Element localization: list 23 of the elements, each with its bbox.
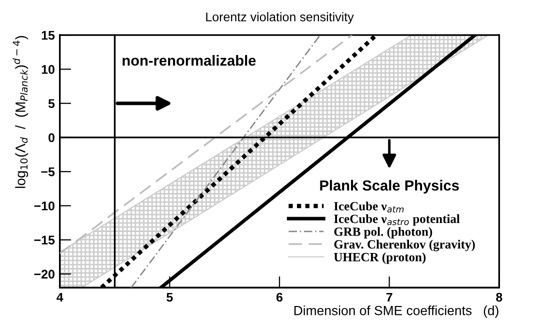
legend-label: Grav. Cherenkov (gravity)	[334, 240, 475, 252]
y-tick-label: 5	[48, 99, 55, 108]
annotation: non-renormalizable	[122, 55, 256, 66]
y-tick-label: 15	[42, 31, 55, 40]
y-tick-label: −20	[34, 270, 54, 279]
legend-label: UHECR (proton)	[334, 252, 426, 264]
x-tick-label: 4	[56, 292, 64, 302]
y-tick-label: −10	[34, 202, 54, 210]
chart-title: Lorentz violation sensitivity	[206, 12, 354, 24]
y-tick-label: 0	[48, 133, 54, 142]
x-axis-title: Dimension of SME coefficients (d)	[294, 306, 498, 318]
legend-label: GRB pol. (photon)	[334, 227, 432, 238]
text: log$_{10}$(Λ$_{d}$ / (M$_{Planck}$)$^{d−4}$)	[12, 36, 28, 188]
y-tick-label: −15	[34, 236, 55, 244]
legend-label: IceCube ν$_{atm}$	[334, 202, 404, 212]
y-tick-label: −5	[41, 168, 55, 176]
legend-label: IceCube ν$_{astro}$ potential	[334, 214, 460, 226]
y-tick-label: 10	[42, 65, 54, 74]
x-tick-label: 6	[276, 292, 283, 302]
x-tick-label: 5	[166, 292, 173, 302]
annotation: Plank Scale Physics	[320, 180, 459, 194]
x-tick-label: 7	[386, 292, 392, 302]
x-tick-label: 8	[496, 292, 502, 302]
